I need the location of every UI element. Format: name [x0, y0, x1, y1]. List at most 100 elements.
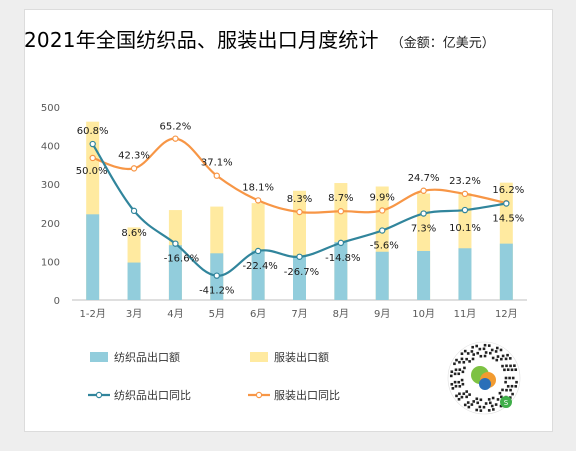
qr-dot: [509, 364, 512, 368]
qr-dot: [476, 401, 480, 405]
qr-dot: [487, 409, 491, 412]
textile-export-bar: [334, 242, 348, 300]
qr-dot: [455, 394, 458, 398]
qr-dot: [510, 368, 514, 372]
textile-export-bar: [417, 250, 431, 300]
apparel-yoy-label: 65.2%: [160, 122, 192, 133]
textile-export-bar: [251, 250, 265, 300]
apparel-yoy-label: 42.3%: [118, 150, 150, 161]
qr-dot: [506, 385, 510, 388]
qr-dot: [450, 382, 454, 386]
apparel-yoy-point: [296, 208, 303, 216]
textile-yoy-point: [213, 272, 220, 279]
qr-dot: [475, 408, 479, 412]
qr-dot: [478, 405, 482, 409]
textile-yoy-label: -5.6%: [370, 241, 399, 252]
qr-dot: [475, 397, 479, 401]
y-tick-label: 100: [41, 257, 60, 268]
legend-marker-apparel-line: [255, 391, 263, 399]
qr-dot: [504, 357, 508, 361]
qr-badge: [500, 396, 512, 408]
apparel-yoy-label: 50.0%: [76, 166, 108, 177]
apparel-yoy-label: 8.7%: [328, 193, 353, 204]
qr-dot: [475, 344, 479, 348]
qr-dot: [457, 397, 461, 401]
qr-dot: [451, 387, 455, 390]
apparel-yoy-label: 18.1%: [242, 182, 274, 193]
textile-export-bar: [168, 245, 182, 300]
chart-title-row: 2021年全国纺织品、服装出口月度统计 （金额：亿美元）: [24, 24, 564, 64]
qr-dot: [506, 353, 509, 357]
qr-dot: [466, 352, 470, 355]
qr-dot: [457, 372, 461, 376]
qr-dot: [483, 354, 487, 358]
x-tick-label: 8月: [333, 308, 349, 320]
qr-dot: [496, 355, 500, 358]
y-tick-label: 0: [54, 296, 60, 307]
qr-dot: [472, 400, 476, 403]
textile-yoy-label: 10.1%: [449, 223, 481, 234]
textile-yoy-point: [420, 210, 427, 217]
textile-yoy-label: -41.2%: [199, 286, 234, 297]
textile-yoy-label: 60.8%: [77, 126, 109, 137]
qr-dot: [508, 376, 511, 380]
y-tick-label: 200: [41, 219, 60, 230]
qr-dot: [458, 360, 461, 364]
x-tick-label: 9月: [374, 308, 390, 320]
qr-dot: [466, 401, 470, 404]
qr-dot: [501, 364, 504, 368]
qr-dot: [450, 370, 454, 374]
x-tick-label: 5月: [209, 308, 225, 320]
qr-code-icon: S: [447, 341, 521, 415]
y-tick-label: 400: [41, 142, 60, 153]
qr-dot: [454, 384, 458, 388]
qr-dot: [468, 393, 471, 396]
qr-dot: [496, 398, 500, 401]
qr-dot: [453, 380, 457, 384]
qr-dot: [472, 353, 476, 356]
qr-dot: [511, 392, 514, 396]
qr-dot: [460, 357, 464, 361]
textile-export-bar: [499, 243, 513, 300]
apparel-yoy-label: 23.2%: [449, 176, 481, 187]
qr-dot: [462, 392, 466, 396]
legend-swatch-textile-bar: [90, 352, 108, 362]
qr-dot: [462, 360, 466, 364]
legend-marker-textile-line: [95, 391, 103, 399]
x-tick-label: 3月: [126, 308, 142, 320]
textile-export-bar: [458, 248, 472, 300]
qr-dot: [458, 368, 462, 371]
qr-dot: [509, 388, 512, 392]
qr-dot: [479, 409, 483, 412]
apparel-yoy-label: 37.1%: [201, 158, 233, 169]
textile-yoy-point: [337, 239, 345, 247]
legend-label-apparel-bar: 服装出口额: [274, 350, 329, 364]
apparel-yoy-point: [420, 187, 427, 194]
qr-dot: [483, 343, 487, 347]
qr-dot: [465, 390, 469, 393]
qr-dot: [479, 398, 483, 402]
qr-dot: [484, 351, 488, 354]
qr-dot: [511, 376, 515, 380]
qr-dot: [461, 370, 465, 374]
qr-dot: [460, 352, 464, 356]
qr-dot: [468, 360, 471, 363]
qr-dot: [504, 380, 507, 384]
qr-dot: [490, 348, 494, 352]
qr-dot: [499, 348, 503, 352]
qr-dot: [491, 396, 495, 400]
qr-dot: [487, 344, 491, 347]
textile-yoy-point: [503, 200, 510, 207]
qr-dot: [453, 362, 456, 366]
textile-yoy-label: -14.8%: [325, 253, 360, 264]
apparel-yoy-point: [254, 197, 262, 204]
qr-dot: [458, 392, 461, 396]
x-tick-label: 1-2月: [80, 308, 106, 320]
qr-dot: [463, 403, 467, 407]
qr-dot: [495, 346, 499, 350]
apparel-yoy-point: [130, 165, 138, 172]
textile-yoy-label: 14.5%: [492, 214, 524, 225]
textile-yoy-label: -22.4%: [242, 261, 277, 272]
qr-dot: [460, 378, 464, 382]
